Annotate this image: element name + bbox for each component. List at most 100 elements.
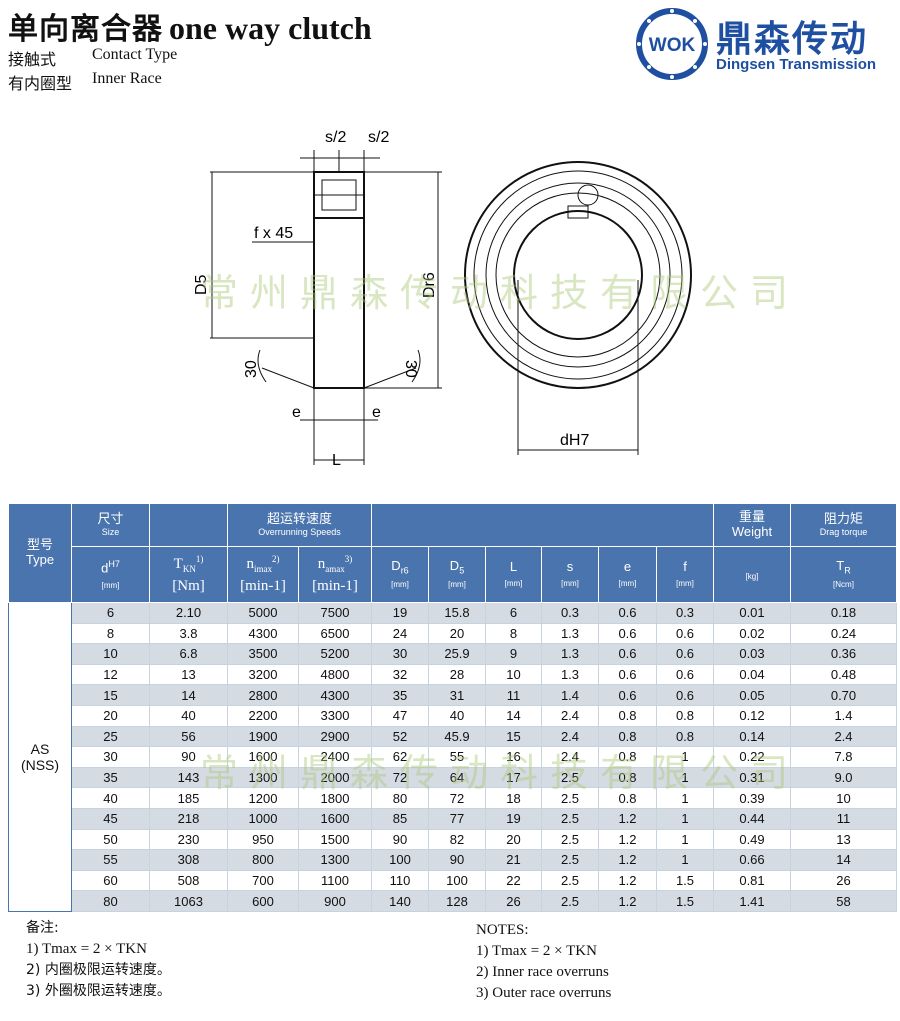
- table-cell: 600: [227, 890, 299, 912]
- table-cell: 0.04: [713, 663, 791, 686]
- table-cell: 2.10: [149, 602, 228, 624]
- table-cell: 50: [71, 828, 150, 851]
- table-cell: 6: [71, 602, 150, 624]
- label-s-left: s/2: [325, 129, 346, 146]
- logo-name-en: Dingsen Transmission: [716, 56, 877, 73]
- table-cell: 0.8: [598, 746, 657, 768]
- table-cell: 55: [428, 746, 486, 768]
- table-cell: 9: [485, 643, 542, 665]
- table-cell: 1.3: [541, 663, 599, 686]
- column-header: nimax2) [min-1]: [227, 546, 299, 603]
- label-dr6: Dr6: [421, 272, 438, 298]
- table-cell: 1: [656, 766, 714, 789]
- table-cell: 0.05: [713, 684, 791, 706]
- table-cell: 0.6: [656, 684, 714, 706]
- header-type: 型号 Type: [8, 503, 72, 603]
- table-cell: 82: [428, 828, 486, 851]
- table-cell: 32: [371, 663, 429, 686]
- header-speed-en: Overrunning Speeds: [258, 527, 341, 538]
- table-cell: 1.5: [656, 890, 714, 912]
- table-row: 25 56 1900 2900 52 45.9 15 2.4 0.8 0.8 0.14 2.4: [9, 725, 897, 748]
- table-cell: 1.5: [656, 869, 714, 892]
- label-angle-right: 30: [402, 360, 419, 378]
- table-cell: 0.8: [656, 704, 714, 727]
- table-cell: 1.3: [541, 643, 599, 665]
- header-drag-en: Drag torque: [819, 527, 868, 538]
- header-blank: [149, 503, 228, 547]
- table-cell: 0.3: [656, 602, 714, 624]
- header-blank: [371, 503, 714, 547]
- table-row: 55 308 800 1300 100 90 21 2.5 1.2 1 0.66 14: [9, 849, 897, 871]
- table-cell: 2.5: [541, 869, 599, 892]
- table-cell: 19: [485, 807, 542, 830]
- header-size-cn: 尺寸: [97, 511, 124, 527]
- table-cell: 11: [790, 807, 897, 830]
- table-row: 12 13 3200 4800 32 28 10 1.3 0.6 0.6 0.04 0.48: [9, 663, 897, 686]
- table-row: AS (NSS) 6 2.10 5000 7500 19 15.8 6 0.3 0.6 0.3 0.01…: [8, 602, 897, 912]
- table-row: 20 40 2200 3300 47 40 14 2.4 0.8 0.8 0.12 1.4: [9, 704, 897, 727]
- table-cell: 143: [149, 766, 228, 789]
- header-size-en: Size: [101, 527, 120, 538]
- table-cell: 4800: [298, 663, 372, 686]
- table-cell: 0.8: [656, 725, 714, 748]
- table-cell: 85: [371, 807, 429, 830]
- page-title: 单向离合器 one way clutch: [8, 4, 372, 48]
- table-cell: 1.4: [790, 704, 897, 727]
- header-weight-cn: 重量: [738, 509, 765, 525]
- table-cell: 6: [485, 602, 542, 624]
- table-cell: 1.2: [598, 828, 657, 851]
- column-header: D5 [mm]: [428, 546, 486, 603]
- table-cell: 8: [71, 622, 150, 645]
- table-cell: 1: [656, 828, 714, 851]
- title-cn: 单向离合器: [8, 12, 163, 47]
- table-cell: 35: [71, 766, 150, 789]
- table-cell: 28: [428, 663, 486, 686]
- table-cell: 0.02: [713, 622, 791, 645]
- table-cell: 0.03: [713, 643, 791, 665]
- watermark-table: 常州鼎森传动科技有限公司: [200, 751, 801, 795]
- table-row: 8 3.8 4300 6500 24 20 8 1.3 0.6 0.6 0.02 0.24: [9, 622, 897, 645]
- table-row: 35 143 1300 2000 72 64 17 2.5 0.8 1 0.31 9.0: [9, 766, 897, 789]
- type-cell: AS (NSS): [8, 602, 72, 912]
- table-cell: 14: [485, 704, 542, 727]
- column-header: [kg]: [713, 546, 791, 603]
- table-cell: 1600: [298, 807, 372, 830]
- subtitle-inner: 有内圈型 Inner Race: [8, 70, 162, 94]
- table-cell: 0.8: [598, 704, 657, 727]
- table-row: 10 6.8 3500 5200 30 25.9 9 1.3 0.6 0.6 0.03 0.36: [9, 643, 897, 665]
- table-cell: 1063: [149, 890, 228, 912]
- table-cell: 1.2: [598, 890, 657, 912]
- table-cell: 10: [790, 787, 897, 809]
- table-cell: 3500: [227, 643, 299, 665]
- table-cell: 0.12: [713, 704, 791, 727]
- subtitle-en: Contact Type: [92, 46, 178, 63]
- table-cell: 2.4: [790, 725, 897, 748]
- table-cell: 5000: [227, 602, 299, 624]
- table-cell: 6500: [298, 622, 372, 645]
- notes-cn: 备注: 1) Tmax = 2 × TKN 2) 内圈极限运转速度。 3) 外圈…: [26, 918, 171, 1002]
- table-cell: 30: [371, 643, 429, 665]
- table-row: 50 230 950 1500 90 82 20 2.5 1.2 1 0.49 13: [9, 828, 897, 851]
- table-cell: 90: [428, 849, 486, 871]
- table-cell: 62: [371, 746, 429, 768]
- table-cell: 77: [428, 807, 486, 830]
- table-cell: 21: [485, 849, 542, 871]
- table-cell: 7500: [298, 602, 372, 624]
- table-cell: 56: [149, 725, 228, 748]
- logo-badge-text: WOK: [649, 35, 696, 56]
- table-cell: 128: [428, 890, 486, 912]
- table-cell: 14: [790, 849, 897, 871]
- table-row: 30 90 1600 2400 62 55 16 2.4 0.8 1 0.22 7.8: [9, 746, 897, 768]
- label-s-right: s/2: [368, 129, 389, 146]
- header-type-en: Type: [25, 552, 55, 567]
- subtitle-cn: 有内圈型: [8, 74, 73, 93]
- table-cell: 0.39: [713, 787, 791, 809]
- note-3: 3) 外圈极限运转速度。: [26, 983, 171, 999]
- note-1: 1) Tmax = 2 × TKN: [476, 943, 597, 959]
- table-cell: 24: [371, 622, 429, 645]
- table-cell: 140: [371, 890, 429, 912]
- table-cell: 0.6: [598, 684, 657, 706]
- watermark-top: 常州鼎森传动科技有限公司: [200, 271, 801, 315]
- table-cell: 1.3: [541, 622, 599, 645]
- table-cell: 0.3: [541, 602, 599, 624]
